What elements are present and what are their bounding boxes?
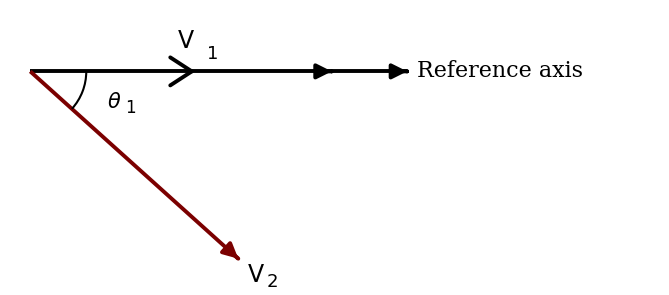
- Text: $\theta$: $\theta$: [107, 92, 121, 112]
- Text: $\mathrm{2}$: $\mathrm{2}$: [266, 273, 278, 291]
- Text: $\mathrm{V}$: $\mathrm{V}$: [247, 264, 265, 287]
- Text: $\mathrm{V}$: $\mathrm{V}$: [177, 30, 195, 53]
- Text: $\mathrm{1}$: $\mathrm{1}$: [206, 45, 217, 63]
- Text: Reference axis: Reference axis: [417, 60, 583, 82]
- Text: $1$: $1$: [125, 100, 136, 117]
